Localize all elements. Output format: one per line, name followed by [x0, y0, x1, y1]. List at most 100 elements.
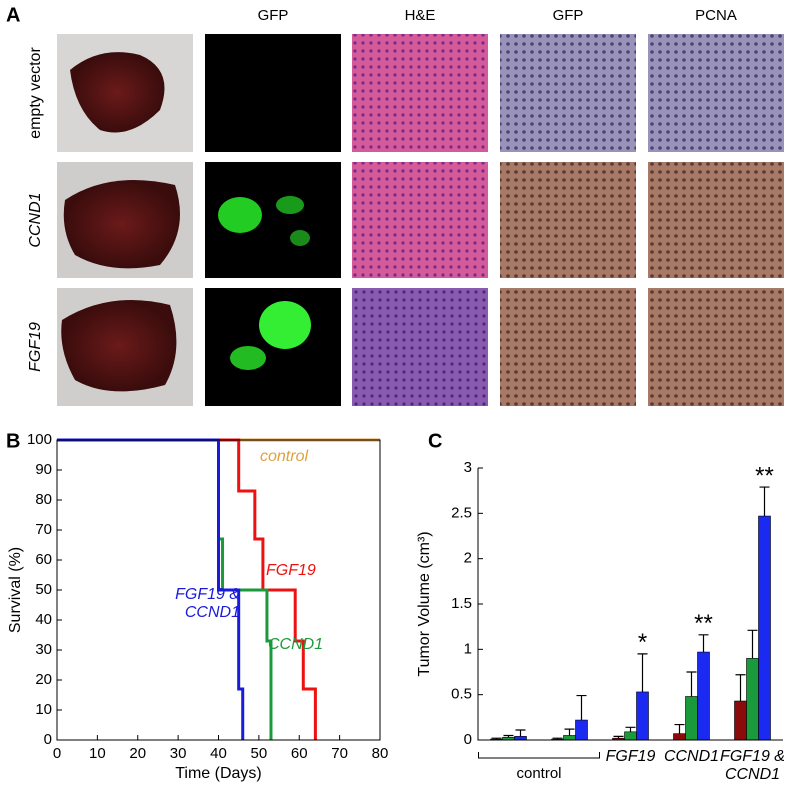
gfp-signal — [290, 230, 310, 246]
y-axis-label: Tumor Volume (cm³) — [416, 531, 433, 676]
gfp-signal — [259, 301, 311, 349]
bar — [514, 736, 527, 741]
y-tick-label: 3 — [464, 459, 472, 476]
y-tick-label: 30 — [35, 641, 52, 658]
series-label: CCND1 — [268, 636, 324, 653]
y-tick-label: 80 — [35, 491, 52, 508]
x-tick-label-box: FGF19 & CCND1 — [720, 748, 785, 783]
error-bar — [552, 737, 563, 740]
panel-label: C — [428, 430, 442, 452]
gfp-ihc-image — [500, 288, 636, 406]
x-tick-label: 20 — [129, 745, 146, 762]
row-label: CCND1 — [27, 192, 44, 247]
series-label-box: FGF19 & CCND1 — [175, 586, 240, 621]
x-tick-label-box: FGF19 — [605, 748, 656, 765]
gfp-signal — [230, 346, 266, 370]
y-tick-label: 0.5 — [451, 686, 472, 703]
axes — [477, 468, 783, 741]
he-image — [352, 162, 488, 278]
bar — [697, 651, 710, 741]
error-bar — [503, 734, 514, 738]
pcna-image — [648, 162, 784, 278]
gfp-signal — [276, 196, 304, 214]
error-bar — [698, 634, 709, 653]
series-label-box: control — [260, 448, 309, 465]
bar — [734, 700, 747, 741]
y-tick-label: 90 — [35, 461, 52, 478]
gfp-ihc-image — [500, 34, 636, 152]
group-bracket — [478, 752, 600, 759]
y-tick-label: 10 — [35, 701, 52, 718]
error-bar — [686, 671, 697, 697]
bar — [624, 731, 637, 741]
x-tick-label: 70 — [331, 745, 348, 762]
x-tick-label: FGF19 & CCND1 — [720, 748, 785, 783]
panel-label: A — [6, 4, 20, 26]
gfp-ihc-image — [500, 162, 636, 278]
liver — [61, 300, 177, 392]
gfp-image — [205, 34, 341, 152]
bar — [673, 733, 686, 741]
x-tick-label: FGF19 — [605, 748, 656, 765]
series-label-box: FGF19 — [266, 562, 316, 579]
bar — [685, 696, 698, 741]
error-bar — [759, 486, 770, 517]
x-tick-label: 80 — [372, 745, 389, 762]
x-tick-label: 30 — [170, 745, 187, 762]
y-tick-label: 0 — [44, 731, 52, 748]
x-tick-label: 0 — [53, 745, 61, 762]
he-image — [352, 34, 488, 152]
bar — [563, 735, 576, 741]
error-bar — [515, 729, 526, 737]
y-tick-label: 1.5 — [451, 595, 472, 612]
error-bar — [625, 726, 636, 732]
bar — [636, 691, 649, 741]
pcna-image — [648, 34, 784, 152]
group-label: control — [516, 765, 561, 782]
y-tick-label: 0 — [464, 731, 472, 748]
error-bar — [576, 694, 587, 721]
x-axis-label: Time (Days) — [175, 765, 262, 782]
y-tick-label: 20 — [35, 671, 52, 688]
error-bar — [674, 723, 685, 734]
x-tick-label: 50 — [251, 745, 268, 762]
series-label: control — [260, 448, 309, 465]
y-tick-label: 40 — [35, 611, 52, 628]
he-image — [352, 288, 488, 406]
x-tick-label: 10 — [89, 745, 106, 762]
plot-frame — [56, 439, 381, 741]
bar — [575, 719, 588, 741]
x-tick-label: 60 — [291, 745, 308, 762]
y-tick-label: 50 — [35, 581, 52, 598]
pcna-image — [648, 288, 784, 406]
error-bar — [747, 629, 758, 659]
column-header: GFP — [258, 7, 289, 24]
panel-label: B — [6, 430, 20, 452]
series-label-box: CCND1 — [268, 636, 324, 653]
gfp-signal — [218, 197, 262, 233]
error-bar — [613, 735, 624, 739]
row-label: FGF19 — [27, 322, 44, 372]
y-tick-label: 2 — [464, 550, 472, 567]
error-bar — [637, 653, 648, 692]
y-tick-label: 70 — [35, 521, 52, 538]
y-tick-label: 1 — [464, 640, 472, 657]
series-label: FGF19 & CCND1 — [175, 586, 240, 621]
significance: * — [638, 629, 647, 656]
x-tick-label: 40 — [210, 745, 227, 762]
column-header: GFP — [553, 7, 584, 24]
x-tick-label-box: CCND1 — [664, 748, 719, 765]
y-tick-label: 60 — [35, 551, 52, 568]
y-tick-label: 2.5 — [451, 504, 472, 521]
significance: ** — [755, 462, 774, 489]
bar — [746, 658, 759, 741]
error-bar — [564, 728, 575, 736]
y-axis-label: Survival (%) — [7, 547, 24, 633]
column-header: PCNA — [695, 7, 737, 24]
liver — [63, 180, 180, 269]
error-bar — [491, 737, 502, 740]
image-grid — [57, 34, 784, 406]
series-label: FGF19 — [266, 562, 316, 579]
row-label: empty vector — [27, 47, 44, 139]
